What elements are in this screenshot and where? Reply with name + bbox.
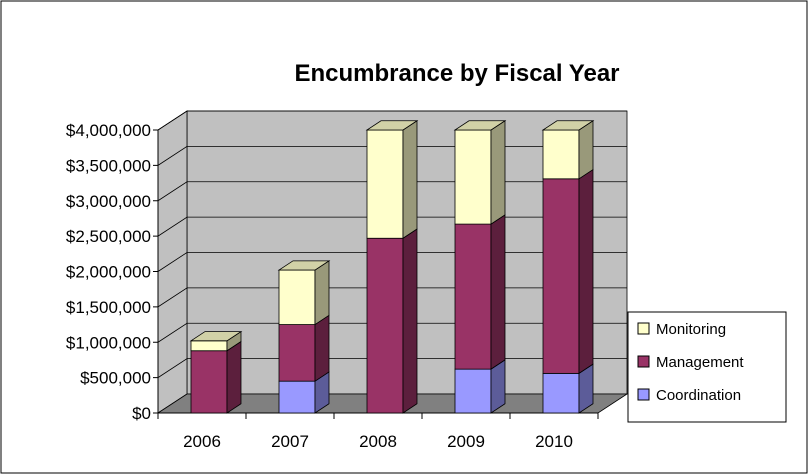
bar-segment-monitoring-2006: [189, 330, 243, 352]
bar-front: [190, 340, 228, 352]
bar-top: [365, 120, 419, 131]
legend-swatch: [637, 355, 650, 368]
legend-swatch: [637, 322, 650, 335]
legend-item-monitoring: Monitoring: [637, 321, 726, 338]
y-tick-label: $1,000,000: [66, 333, 151, 352]
gridline: [157, 110, 627, 131]
legend-box: [627, 311, 787, 423]
x-tick-label: 2009: [447, 432, 485, 451]
bar-front: [542, 178, 580, 374]
y-tick-label: $0: [132, 404, 151, 423]
bar-side: [314, 260, 330, 326]
bar-segment-monitoring-2007: [277, 260, 331, 326]
legend-item-coordination: Coordination: [637, 387, 741, 404]
bar-segment-coordination-2010: [542, 363, 594, 414]
bar-side: [402, 228, 418, 414]
bar-side: [578, 168, 594, 375]
bar-side: [314, 314, 330, 382]
bar-top: [189, 331, 243, 342]
legend-label: Coordination: [656, 387, 741, 404]
bar-front: [542, 129, 580, 180]
bar-top: [541, 120, 595, 131]
y-tick-label: $500,000: [80, 369, 151, 388]
x-tick-label: 2008: [359, 432, 397, 451]
bars: [189, 120, 595, 414]
chart-title: Encumbrance by Fiscal Year: [294, 60, 619, 87]
legend-swatch: [637, 388, 650, 401]
y-tick-labels: $0 $500,000 $1,000,000 $1,500,000 $2,000,000…: [66, 121, 151, 423]
y-tick-label: $4,000,000: [66, 121, 151, 140]
y-tick-label: $2,000,000: [66, 263, 151, 282]
x-tick-label: 2006: [183, 432, 221, 451]
bar-front: [366, 129, 404, 239]
bar-segment-management-2008: [366, 228, 418, 414]
x-tick-label: 2010: [535, 432, 573, 451]
bar-front: [278, 324, 316, 382]
bar-side: [490, 214, 506, 370]
bar-front: [454, 129, 492, 225]
bar-segment-management-2009: [454, 214, 506, 370]
legend-label: Monitoring: [656, 321, 726, 338]
y-tick-label: $3,000,000: [66, 192, 151, 211]
bar-front: [366, 237, 404, 414]
bar-segment-management-2010: [542, 168, 594, 375]
x-tick-labels: 2006 2007 2008 2009 2010: [183, 432, 573, 451]
bar-front: [454, 368, 492, 414]
y-tick-label: $3,500,000: [66, 156, 151, 175]
bar-front: [278, 380, 316, 414]
y-tick-label: $2,500,000: [66, 227, 151, 246]
bar-side: [578, 120, 594, 180]
legend-item-management: Management: [637, 354, 744, 371]
bar-front: [278, 269, 316, 325]
bar-segment-monitoring-2009: [453, 120, 507, 225]
bar-segment-monitoring-2008: [365, 120, 419, 239]
bar-side: [226, 340, 242, 414]
bar-segment-management-2007: [278, 314, 330, 382]
x-tick-label: 2007: [271, 432, 309, 451]
y-tick-label: $1,500,000: [66, 298, 151, 317]
bar-top: [453, 120, 507, 131]
bar-segment-management-2006: [190, 340, 242, 414]
legend-label: Management: [656, 354, 744, 371]
bar-top: [277, 260, 331, 271]
bar-front: [190, 350, 228, 414]
bar-side: [402, 120, 418, 239]
legend: Monitoring Management Coordination: [627, 311, 787, 423]
bar-segment-monitoring-2010: [541, 120, 595, 180]
bar-segment-coordination-2007: [278, 371, 330, 414]
bar-front: [454, 223, 492, 370]
bar-side: [490, 120, 506, 225]
bar-front: [542, 372, 580, 414]
